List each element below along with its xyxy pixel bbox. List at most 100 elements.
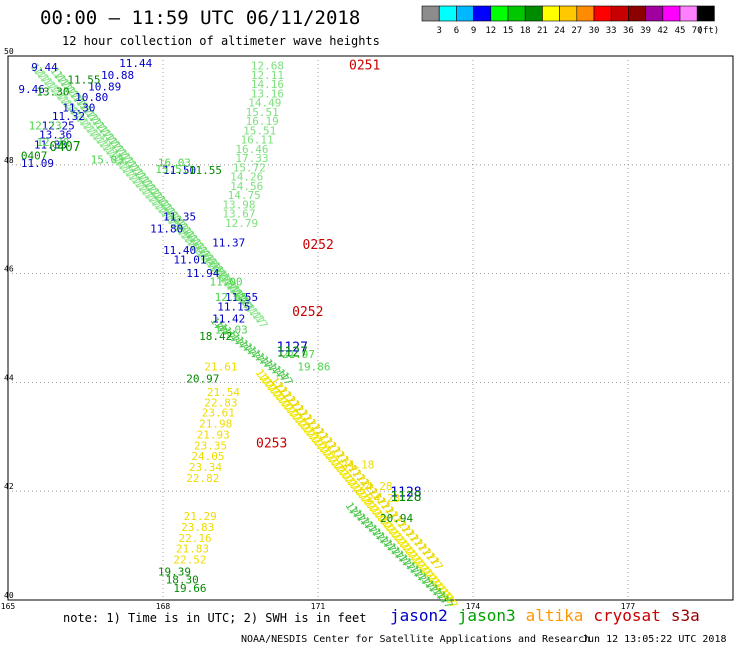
track-mark: 17 [96,123,114,141]
swh-value-label: 12.79 [225,217,258,230]
track-mark: 17 [60,80,78,98]
track-mark: 17 [335,465,353,483]
track-mark: 17 [207,262,225,280]
track-mark: 17 [399,556,417,574]
track-mark: 17 [115,147,133,165]
track-mark: 17 [252,367,270,385]
satellite-legend: jason2 jason3 altika cryosat s3a [390,606,710,625]
track-mark: 17 [332,462,350,480]
pass-time-label: 0253 [256,437,287,452]
track-mark: 17 [76,115,94,133]
swh-value-label: 24.18 [341,458,374,471]
swh-value-label: 12.25 [42,119,75,132]
track-mark: 17 [96,137,114,155]
track-mark: 17 [80,104,98,122]
track-mark: 17 [230,287,248,305]
track-mark: 17 [358,476,376,494]
track-mark: 17 [373,529,391,547]
swh-value-label: 14.16 [251,78,284,91]
track-mark: 17 [257,354,275,372]
swh-value-label: 21.83 [176,543,209,556]
track-mark: 17 [404,547,422,565]
colorbar-unit: (ft) [698,26,720,35]
track-mark: 17 [202,252,220,270]
track-mark: 17 [276,384,294,402]
track-mark: 17 [208,260,226,278]
swh-value-label: 11.32 [52,110,85,123]
track-mark: 17 [181,232,199,250]
track-mark: 17 [382,504,400,522]
track-mark: 17 [54,90,72,108]
track-mark: 17 [223,280,241,298]
track-mark: 17 [384,541,402,559]
track-mark: 17 [184,236,202,254]
track-mark: 17 [243,302,261,320]
track-mark: 17 [236,294,254,312]
swh-value-label: 11.01 [173,253,206,266]
track-mark: 17 [221,275,239,293]
track-mark: 17 [396,537,414,555]
swh-value-label: 15.51 [155,163,188,176]
track-mark: 17 [354,472,372,490]
track-mark: 17 [99,141,117,159]
track-mark: 17 [292,402,310,420]
swh-value-label: 13.98 [222,198,255,211]
swh-value-label: 11.35 [163,210,196,223]
swh-value-label: 18.42 [199,330,232,343]
track-mark: 17 [273,366,291,384]
swh-value-label: 11.33 [34,138,67,151]
swh-value-label: 12.39 [36,136,69,149]
track-mark: 17 [346,478,364,496]
track-mark: 17 [86,126,104,144]
credit-line: NOAA/NESDIS Center for Satellite Applica… [241,634,591,645]
track-mark: 17 [403,527,421,545]
track-mark: 17 [427,555,445,573]
swh-value-label: 12.73 [29,119,62,132]
track-mark: 17 [294,416,312,434]
swh-value-label: 20.94 [380,512,413,525]
track-mark: 17 [297,419,315,437]
colorbar-tick-label: 3 [436,26,441,35]
track-mark: 17 [122,154,140,172]
track-mark: 17 [83,123,101,141]
x-tick-label: 177 [621,602,636,611]
track-mark: 17 [155,203,173,221]
track-mark: 17 [197,251,215,269]
track-mark: 17 [360,494,378,512]
track-mark: 17 [411,536,429,554]
track-mark: 17 [86,111,104,129]
x-tick-label: 165 [1,602,16,611]
track-mark: 17 [142,189,160,207]
track-mark: 17 [350,507,368,525]
generated-timestamp: Jun 12 13:05:22 UTC 2018 [582,634,727,645]
swh-value-label: 12.68 [251,60,284,73]
track-mark: 17 [179,225,197,243]
swh-value-label: 13.36 [39,129,72,142]
altimeter-plot: 165 168 171 174 1775048464442401717171717171… [1,47,734,611]
track-mark: 17 [167,209,185,227]
track-mark: 17 [199,248,217,266]
track-mark: 17 [217,273,235,291]
swh-value-label: 18.30 [166,574,199,587]
track-mark: 17 [160,201,178,219]
track-mark: 17 [109,152,127,170]
track-mark: 17 [131,166,149,184]
track-mark: 17 [399,522,417,540]
colorbar-tick-label: 9 [471,26,476,35]
track-mark: 17 [377,533,395,551]
track-mark: 17 [337,453,355,471]
track-mark: 17 [232,334,250,352]
swh-value-label: 16.46 [235,143,268,156]
plot-frame [7,55,734,601]
track-mark: 17 [109,139,127,157]
track-mark: 17 [50,86,68,104]
swh-value-label: 19.66 [173,582,206,595]
y-tick-label: 46 [4,265,14,274]
swh-value-label: 15.51 [246,106,279,119]
colorbar-tick-label: 45 [675,26,686,35]
track-mark: 17 [145,192,163,210]
pass-time-label: 0407 [49,140,80,155]
colorbar-tick-label: 33 [606,26,617,35]
track-mark: 17 [407,550,425,568]
track-mark: 17 [226,283,244,301]
